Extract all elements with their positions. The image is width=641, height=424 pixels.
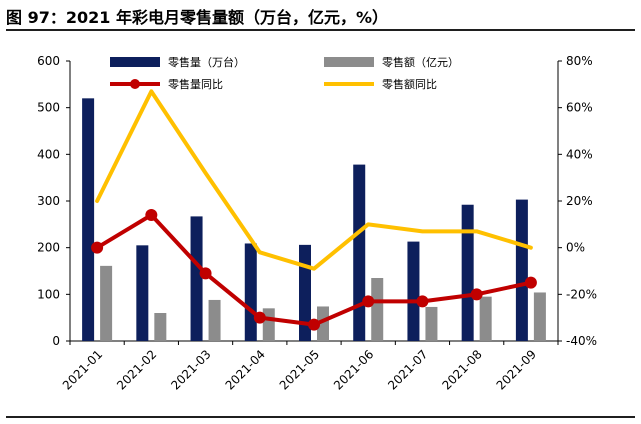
left-tick-label: 600 bbox=[37, 54, 60, 68]
chart-title: 图 97：2021 年彩电月零售量额（万台，亿元，%） bbox=[6, 8, 388, 27]
volume-bar bbox=[82, 98, 95, 341]
volume-bar bbox=[136, 245, 149, 341]
value-bar bbox=[154, 313, 167, 341]
value-bar bbox=[262, 308, 275, 341]
x-tick-label: 2021-06 bbox=[331, 347, 376, 392]
value-bar bbox=[479, 296, 492, 341]
x-tick-label: 2021-02 bbox=[114, 347, 159, 392]
legend-volume-label: 零售量（万台） bbox=[168, 55, 245, 69]
volume-bar bbox=[461, 204, 474, 341]
volume-yoy-marker bbox=[362, 295, 375, 308]
volume-yoy-marker bbox=[308, 318, 320, 331]
x-tick-label: 2021-03 bbox=[168, 347, 213, 392]
right-tick-label: 20% bbox=[566, 194, 593, 208]
left-tick-label: 100 bbox=[37, 287, 60, 301]
right-tick-label: 0% bbox=[566, 241, 585, 255]
legend-value-label: 零售额（亿元） bbox=[382, 55, 459, 69]
value-bar bbox=[100, 265, 113, 341]
x-tick-label: 2021-04 bbox=[223, 347, 268, 392]
volume-yoy-marker bbox=[91, 241, 104, 254]
left-tick-label: 0 bbox=[52, 334, 60, 348]
legend-volume-yoy-label: 零售量同比 bbox=[168, 77, 223, 91]
legend-value-yoy-label: 零售额同比 bbox=[382, 77, 437, 91]
legend-volume-swatch bbox=[110, 57, 160, 67]
volume-yoy-marker bbox=[524, 276, 537, 289]
value-bar bbox=[533, 292, 546, 341]
left-tick-label: 200 bbox=[37, 241, 60, 255]
volume-bar bbox=[190, 216, 203, 341]
value-bar bbox=[317, 306, 329, 341]
right-tick-label: 40% bbox=[566, 147, 593, 161]
right-tick-label: -20% bbox=[566, 287, 597, 301]
volume-bar bbox=[353, 164, 366, 341]
right-tick-label: 60% bbox=[566, 101, 593, 115]
right-tick-label: 80% bbox=[566, 54, 593, 68]
right-tick-label: -40% bbox=[566, 334, 597, 348]
left-tick-label: 500 bbox=[37, 101, 60, 115]
volume-bar bbox=[244, 243, 257, 341]
left-tick-label: 300 bbox=[37, 194, 60, 208]
left-tick-label: 400 bbox=[37, 147, 60, 161]
legend-value-swatch bbox=[324, 57, 374, 67]
volume-yoy-marker bbox=[416, 295, 429, 308]
volume-yoy-marker bbox=[253, 311, 266, 324]
volume-bar bbox=[407, 241, 420, 341]
volume-bar bbox=[515, 199, 528, 341]
x-tick-label: 2021-07 bbox=[385, 347, 430, 392]
x-tick-label: 2021-05 bbox=[277, 347, 322, 392]
value-yoy-line bbox=[95, 89, 533, 271]
value-bar bbox=[371, 278, 384, 341]
volume-yoy-marker bbox=[199, 267, 212, 280]
x-tick-label: 2021-08 bbox=[439, 347, 484, 392]
legend-volume-yoy-marker bbox=[130, 79, 140, 89]
value-bar bbox=[208, 299, 221, 341]
x-tick-label: 2021-09 bbox=[494, 347, 539, 392]
volume-yoy-marker bbox=[470, 288, 483, 301]
volume-yoy-marker bbox=[145, 209, 158, 221]
x-tick-label: 2021-01 bbox=[60, 347, 105, 392]
value-bar bbox=[425, 306, 438, 341]
bottom-divider bbox=[6, 416, 635, 418]
title-divider bbox=[6, 29, 635, 31]
